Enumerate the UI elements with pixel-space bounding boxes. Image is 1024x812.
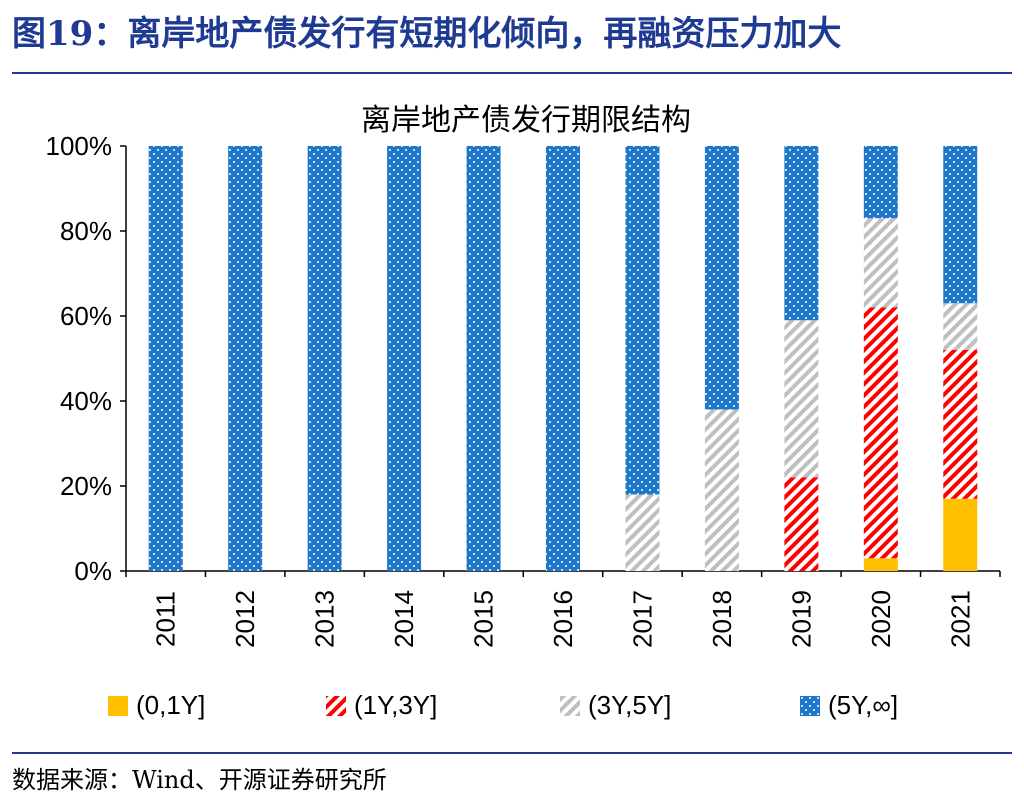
bar-segment-2019-(1Y,3Y]	[784, 477, 819, 571]
legend-swatch-(5Y,∞]	[800, 696, 820, 716]
source-note: 数据来源：Wind、开源证券研究所	[12, 766, 387, 794]
bar-segment-2021-(5Y,∞]	[943, 146, 978, 304]
bar-segment-2012-(5Y,∞]	[228, 146, 263, 571]
legend-label: (0,1Y]	[136, 690, 205, 720]
bar-segment-2020-(1Y,3Y]	[863, 307, 898, 559]
bar-segment-2021-(1Y,3Y]	[943, 350, 978, 499]
bar-segment-2013-(5Y,∞]	[307, 146, 342, 571]
y-tick-label: 40%	[60, 386, 112, 416]
bar-segment-2019-(3Y,5Y]	[784, 320, 819, 478]
bar-segment-2020-(3Y,5Y]	[863, 218, 898, 308]
stacked-bar-chart: 离岸地产债发行期限结构 0% 20% 40% 60% 80% 100% 2011 2012 20…	[46, 103, 1001, 720]
x-tick-label: 2012	[230, 590, 260, 648]
y-tick-label: 60%	[60, 301, 112, 331]
bar-segment-2018-(5Y,∞]	[704, 146, 739, 410]
x-tick-label: 2017	[627, 590, 657, 648]
x-tick-label: 2018	[707, 590, 737, 648]
y-tick-label: 100%	[46, 131, 113, 161]
y-tick-label: 80%	[60, 216, 112, 246]
bar-segment-2019-(5Y,∞]	[784, 146, 819, 321]
title-divider	[12, 72, 1012, 74]
bar-segment-2015-(5Y,∞]	[466, 146, 501, 571]
y-tick-label: 0%	[74, 556, 112, 586]
figure-title: 图19：离岸地产债发行有短期化倾向，再融资压力加大	[12, 14, 842, 54]
legend-swatch-(0,1Y]	[108, 696, 128, 716]
legend-label: (5Y,∞]	[828, 690, 898, 720]
bar-segment-2021-(3Y,5Y]	[943, 303, 978, 350]
legend-label: (3Y,5Y]	[588, 690, 671, 720]
bar-segment-2020-(0,1Y]	[863, 558, 898, 571]
chart-title: 离岸地产债发行期限结构	[361, 103, 691, 138]
x-tick-label: 2016	[548, 590, 578, 648]
bar-segment-2014-(5Y,∞]	[387, 146, 422, 571]
bar-segment-2016-(5Y,∞]	[546, 146, 580, 571]
x-tick-label: 2021	[945, 590, 975, 648]
x-tick-label: 2020	[866, 590, 896, 648]
x-tick-label: 2015	[469, 590, 499, 648]
legend-swatch-(3Y,5Y]	[560, 696, 580, 716]
bar-segment-2017-(3Y,5Y]	[625, 494, 660, 571]
source-divider	[12, 752, 1012, 754]
bar-segment-2017-(5Y,∞]	[625, 146, 660, 495]
x-tick-label: 2011	[151, 591, 181, 647]
legend-swatch-(1Y,3Y]	[326, 696, 346, 716]
legend: (0,1Y] (1Y,3Y] (3Y,5Y] (5Y,∞]	[108, 690, 898, 720]
bar-segment-2018-(3Y,5Y]	[704, 409, 739, 571]
x-tick-label: 2013	[310, 590, 340, 648]
bar-segment-2011-(5Y,∞]	[148, 146, 183, 571]
x-tick-label: 2019	[786, 590, 816, 648]
y-tick-label: 20%	[60, 471, 112, 501]
bar-segment-2020-(5Y,∞]	[863, 146, 898, 219]
legend-label: (1Y,3Y]	[354, 690, 437, 720]
bar-segment-2021-(0,1Y]	[943, 498, 978, 571]
plot-area: 0% 20% 40% 60% 80% 100% 2011 2012 2013 2014 2015 20…	[46, 131, 1001, 648]
x-tick-label: 2014	[389, 590, 419, 648]
